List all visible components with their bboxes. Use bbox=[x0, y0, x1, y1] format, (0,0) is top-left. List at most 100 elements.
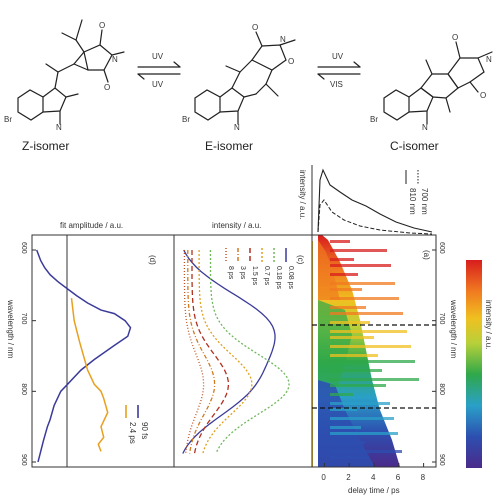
e-o2-label: O bbox=[288, 57, 294, 66]
arrow2-back-label: VIS bbox=[330, 80, 343, 89]
heatmap-area bbox=[312, 235, 436, 467]
panel-d-title: fit amplitude / a.u. bbox=[60, 221, 123, 230]
legend-24ps-label: 2.4 ps bbox=[128, 422, 137, 444]
panel-c-legend-label-0: 0.08 ps bbox=[287, 266, 294, 289]
heatmap-blue-band bbox=[318, 380, 375, 467]
c-o1-label: O bbox=[452, 33, 458, 42]
panel-d-y-tick-label-2: 800 bbox=[20, 383, 27, 395]
panel-c-legend-label-1: 0.18 ps bbox=[275, 266, 282, 289]
heatmap-streak-22 bbox=[330, 417, 394, 420]
z-isomer-label: Z-isomer bbox=[22, 139, 69, 153]
panel-c-series-line-1 bbox=[209, 250, 290, 454]
panel-a-y-tick-label-3: 900 bbox=[438, 454, 445, 466]
panel-a-y-tick-label-2: 800 bbox=[438, 383, 445, 395]
c-n2-label: N bbox=[486, 55, 492, 64]
panel-c-legend-label-2: 0.7 ps bbox=[263, 266, 270, 286]
panel-c-series-line-2 bbox=[198, 250, 253, 454]
reaction-scheme: Br N O O N Z-isomer UV UV bbox=[4, 19, 493, 153]
panel-a-ylabel: wavelength / nm bbox=[449, 299, 458, 359]
panel-d-legend: 90 fs 2.4 ps bbox=[125, 405, 149, 444]
heatmap-streak-7 bbox=[330, 297, 399, 300]
heatmap-streak-8 bbox=[330, 306, 366, 309]
panel-a-x-tick-label-2: 4 bbox=[371, 473, 376, 482]
heatmap-streak-11 bbox=[330, 330, 407, 333]
z-n-label: N bbox=[56, 123, 62, 132]
c-o2-label: O bbox=[480, 91, 486, 100]
colorbar-label: intensity / a.u. bbox=[484, 300, 493, 349]
arrow1-back-label: UV bbox=[152, 80, 164, 89]
heatmap-streak-18 bbox=[330, 384, 386, 387]
heatmap-streak-16 bbox=[330, 369, 382, 372]
z-isomer-structure: Br N O O N bbox=[4, 19, 125, 132]
panel-c-series-line-0 bbox=[182, 249, 276, 454]
heatmap-streak-2 bbox=[330, 258, 354, 261]
heatmap-streak-20 bbox=[330, 402, 390, 405]
heatmap-streak-23 bbox=[330, 426, 361, 429]
panel-a-xlabel: delay time / ps bbox=[348, 486, 400, 495]
arrow2-forward-label: UV bbox=[332, 52, 344, 61]
panel-c-legend-label-3: 1.5 ps bbox=[251, 266, 258, 286]
panel-a: (a) 0 2 4 6 8 delay time / ps 600 700 800 900 w… bbox=[311, 234, 458, 495]
panel-c-letter: (c) bbox=[296, 255, 305, 265]
panel-a-y-tick-label-1: 700 bbox=[438, 313, 445, 325]
panel-a-letter: (a) bbox=[422, 250, 431, 260]
panel-a-x-tick-label-3: 6 bbox=[396, 473, 401, 482]
heatmap-streak-26 bbox=[330, 450, 402, 453]
panel-c-series-line-3 bbox=[191, 250, 230, 454]
panel-d-y-tick-label-1: 700 bbox=[20, 313, 27, 325]
z-br-label: Br bbox=[4, 115, 12, 124]
heatmap-streak-27 bbox=[330, 456, 369, 459]
heatmap-streak-24 bbox=[330, 432, 398, 435]
e-o1-label: O bbox=[252, 23, 258, 32]
legend-90fs-label: 90 fs bbox=[140, 422, 149, 439]
e-n2-label: N bbox=[280, 35, 286, 44]
panel-d-y-ticks: 600 700 800 900 bbox=[20, 242, 36, 466]
e-isomer-label: E-isomer bbox=[205, 139, 253, 153]
e-isomer-structure: Br N O O N bbox=[182, 23, 296, 132]
panel-a-x-tick-label-0: 0 bbox=[321, 473, 326, 482]
panel-b-700nm-line bbox=[317, 199, 433, 235]
legend-810nm-label: 810 nm bbox=[408, 188, 417, 215]
legend-700nm-label: 700 nm bbox=[420, 188, 429, 215]
panel-a-y-ticks: 600 700 800 900 bbox=[432, 242, 445, 466]
panel-c-series-line-5 bbox=[183, 250, 205, 454]
arrow-e-c: UV VIS bbox=[317, 52, 361, 89]
panel-d-letter: (d) bbox=[148, 255, 157, 265]
colorbar: intensity / a.u. bbox=[466, 260, 493, 468]
heatmap-streak-3 bbox=[330, 264, 391, 267]
heatmap-streak-14 bbox=[330, 354, 378, 357]
panel-c: intensity / a.u. (c) 0.08 ps 0.18 ps 0.7 p… bbox=[173, 221, 313, 468]
panel-d-y-tick-label-3: 900 bbox=[20, 454, 27, 466]
panel-c-title: intensity / a.u. bbox=[212, 221, 261, 230]
heatmap-streak-19 bbox=[330, 393, 353, 396]
c-isomer-structure: Br N O O N bbox=[370, 33, 493, 132]
panel-d-series bbox=[35, 249, 132, 463]
heatmap-streak-12 bbox=[330, 336, 374, 339]
arrow-z-e: UV UV bbox=[137, 52, 181, 89]
e-n-label: N bbox=[234, 123, 240, 132]
panel-a-x-tick-label-4: 8 bbox=[421, 473, 426, 482]
panel-c-legend-label-4: 3 ps bbox=[239, 266, 246, 280]
c-isomer-label: C-isomer bbox=[390, 139, 439, 153]
heatmap-streak-0 bbox=[330, 240, 350, 243]
colorbar-gradient bbox=[466, 260, 482, 468]
panel-c-series bbox=[182, 249, 290, 454]
panel-a-x-tick-label-1: 2 bbox=[346, 473, 351, 482]
heatmap-streak-25 bbox=[330, 441, 365, 444]
arrow1-forward-label: UV bbox=[152, 52, 164, 61]
heatmap-streak-6 bbox=[330, 288, 362, 291]
z-o1-label: O bbox=[99, 21, 105, 30]
e-br-label: Br bbox=[182, 115, 190, 124]
panel-c-legend-label-5: 8 ps bbox=[227, 266, 234, 280]
panel-b-ylabel: intensity / a.u. bbox=[298, 170, 307, 219]
panel-a-x-ticks: 0 2 4 6 8 bbox=[321, 463, 426, 482]
panel-d-y-tick-label-0: 600 bbox=[20, 242, 27, 254]
panel-d-series-line-0 bbox=[35, 249, 132, 463]
panel-d-series-line-1 bbox=[70, 298, 109, 452]
panel-b: intensity / a.u. 700 nm 810 nm bbox=[298, 165, 435, 236]
heatmap-streak-9 bbox=[330, 312, 403, 315]
heatmap-streaks bbox=[330, 240, 419, 459]
c-n-label: N bbox=[422, 123, 428, 132]
panel-c-series-line-4 bbox=[187, 250, 216, 454]
